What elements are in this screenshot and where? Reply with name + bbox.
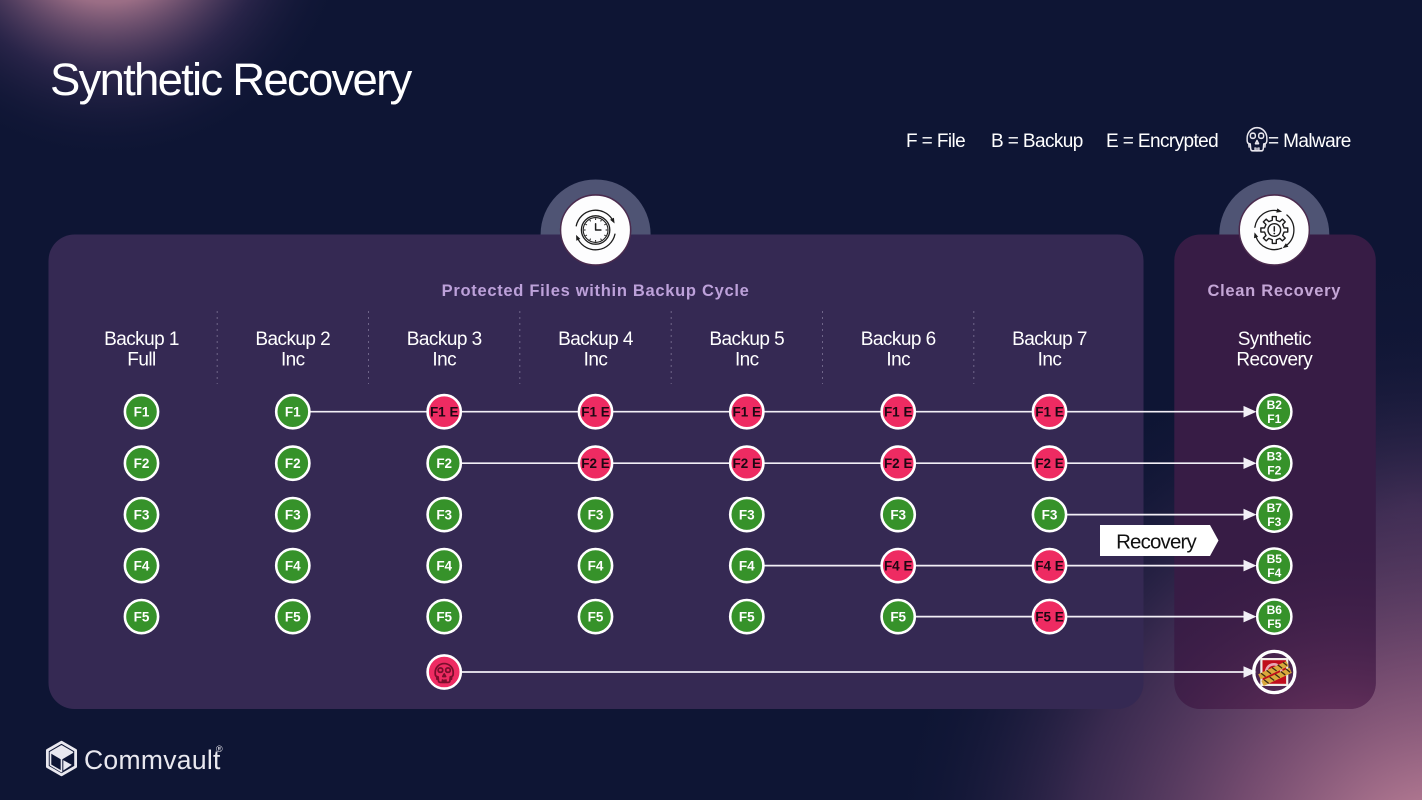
svg-text:Inc: Inc [584, 350, 608, 371]
svg-text:F5: F5 [436, 609, 452, 624]
svg-text:F4: F4 [588, 558, 604, 573]
svg-text:F3: F3 [436, 507, 452, 522]
svg-text:F5: F5 [134, 609, 150, 624]
svg-text:F2: F2 [285, 456, 301, 471]
svg-text:F1: F1 [285, 404, 301, 419]
svg-text:F5: F5 [588, 609, 604, 624]
svg-text:Inc: Inc [886, 350, 910, 371]
svg-text:Backup 1: Backup 1 [104, 329, 179, 350]
svg-text:Inc: Inc [735, 350, 759, 371]
svg-text:F3: F3 [890, 507, 906, 522]
svg-text:Inc: Inc [1038, 350, 1062, 371]
svg-text:F4: F4 [134, 558, 150, 573]
svg-text:F5 E: F5 E [1035, 609, 1064, 624]
svg-text:B = Backup: B = Backup [991, 131, 1083, 152]
svg-text:®: ® [216, 744, 223, 754]
svg-text:= Malware: = Malware [1268, 131, 1351, 152]
svg-text:F5: F5 [285, 609, 301, 624]
svg-text:F1 E: F1 E [581, 404, 610, 419]
svg-text:F2: F2 [1267, 464, 1281, 478]
svg-text:F4 E: F4 E [884, 558, 913, 573]
svg-text:F1 E: F1 E [733, 404, 762, 419]
svg-text:Backup 7: Backup 7 [1012, 329, 1087, 350]
svg-text:E = Encrypted: E = Encrypted [1106, 131, 1218, 152]
svg-text:F2 E: F2 E [1035, 456, 1064, 471]
svg-text:F2 E: F2 E [884, 456, 913, 471]
svg-text:F2: F2 [436, 456, 452, 471]
svg-text:B6: B6 [1267, 603, 1283, 617]
svg-text:F = File: F = File [906, 131, 965, 152]
svg-text:B3: B3 [1267, 449, 1283, 463]
svg-text:F1: F1 [1267, 412, 1281, 426]
svg-text:F3: F3 [588, 507, 604, 522]
svg-text:Recovery: Recovery [1236, 350, 1313, 371]
svg-text:F4: F4 [739, 558, 755, 573]
svg-text:Backup 2: Backup 2 [255, 329, 330, 350]
svg-text:Inc: Inc [281, 350, 305, 371]
svg-text:Backup 3: Backup 3 [407, 329, 482, 350]
svg-text:Synthetic: Synthetic [1238, 329, 1311, 350]
svg-text:Backup 5: Backup 5 [709, 329, 784, 350]
svg-text:F4: F4 [1267, 566, 1281, 580]
svg-text:Full: Full [127, 350, 155, 371]
svg-text:Clean Recovery: Clean Recovery [1207, 282, 1341, 300]
svg-text:Protected Files within Backup: Protected Files within Backup Cycle [442, 282, 750, 300]
svg-text:F5: F5 [890, 609, 906, 624]
svg-text:F3: F3 [134, 507, 150, 522]
svg-text:Synthetic Recovery: Synthetic Recovery [50, 54, 412, 105]
svg-text:F2 E: F2 E [733, 456, 762, 471]
svg-text:Inc: Inc [432, 350, 456, 371]
svg-text:F1 E: F1 E [430, 404, 459, 419]
svg-text:B5: B5 [1267, 552, 1283, 566]
svg-text:F2 E: F2 E [581, 456, 610, 471]
svg-text:F3: F3 [1042, 507, 1058, 522]
svg-text:F1: F1 [134, 404, 150, 419]
svg-text:F3: F3 [285, 507, 301, 522]
svg-text:Commvault: Commvault [84, 745, 221, 775]
svg-text:F3: F3 [739, 507, 755, 522]
svg-text:F5: F5 [1267, 617, 1281, 631]
svg-text:Backup 4: Backup 4 [558, 329, 634, 350]
svg-text:B7: B7 [1267, 501, 1283, 515]
svg-text:F2: F2 [134, 456, 150, 471]
svg-text:F3: F3 [1267, 515, 1281, 529]
svg-text:Backup 6: Backup 6 [861, 329, 936, 350]
svg-text:B2: B2 [1267, 398, 1283, 412]
svg-text:Recovery: Recovery [1116, 530, 1197, 553]
svg-text:F4 E: F4 E [1035, 558, 1064, 573]
svg-text:F4: F4 [285, 558, 301, 573]
svg-text:F1 E: F1 E [1035, 404, 1064, 419]
svg-text:F1 E: F1 E [884, 404, 913, 419]
svg-text:F5: F5 [739, 609, 755, 624]
svg-text:F4: F4 [436, 558, 452, 573]
